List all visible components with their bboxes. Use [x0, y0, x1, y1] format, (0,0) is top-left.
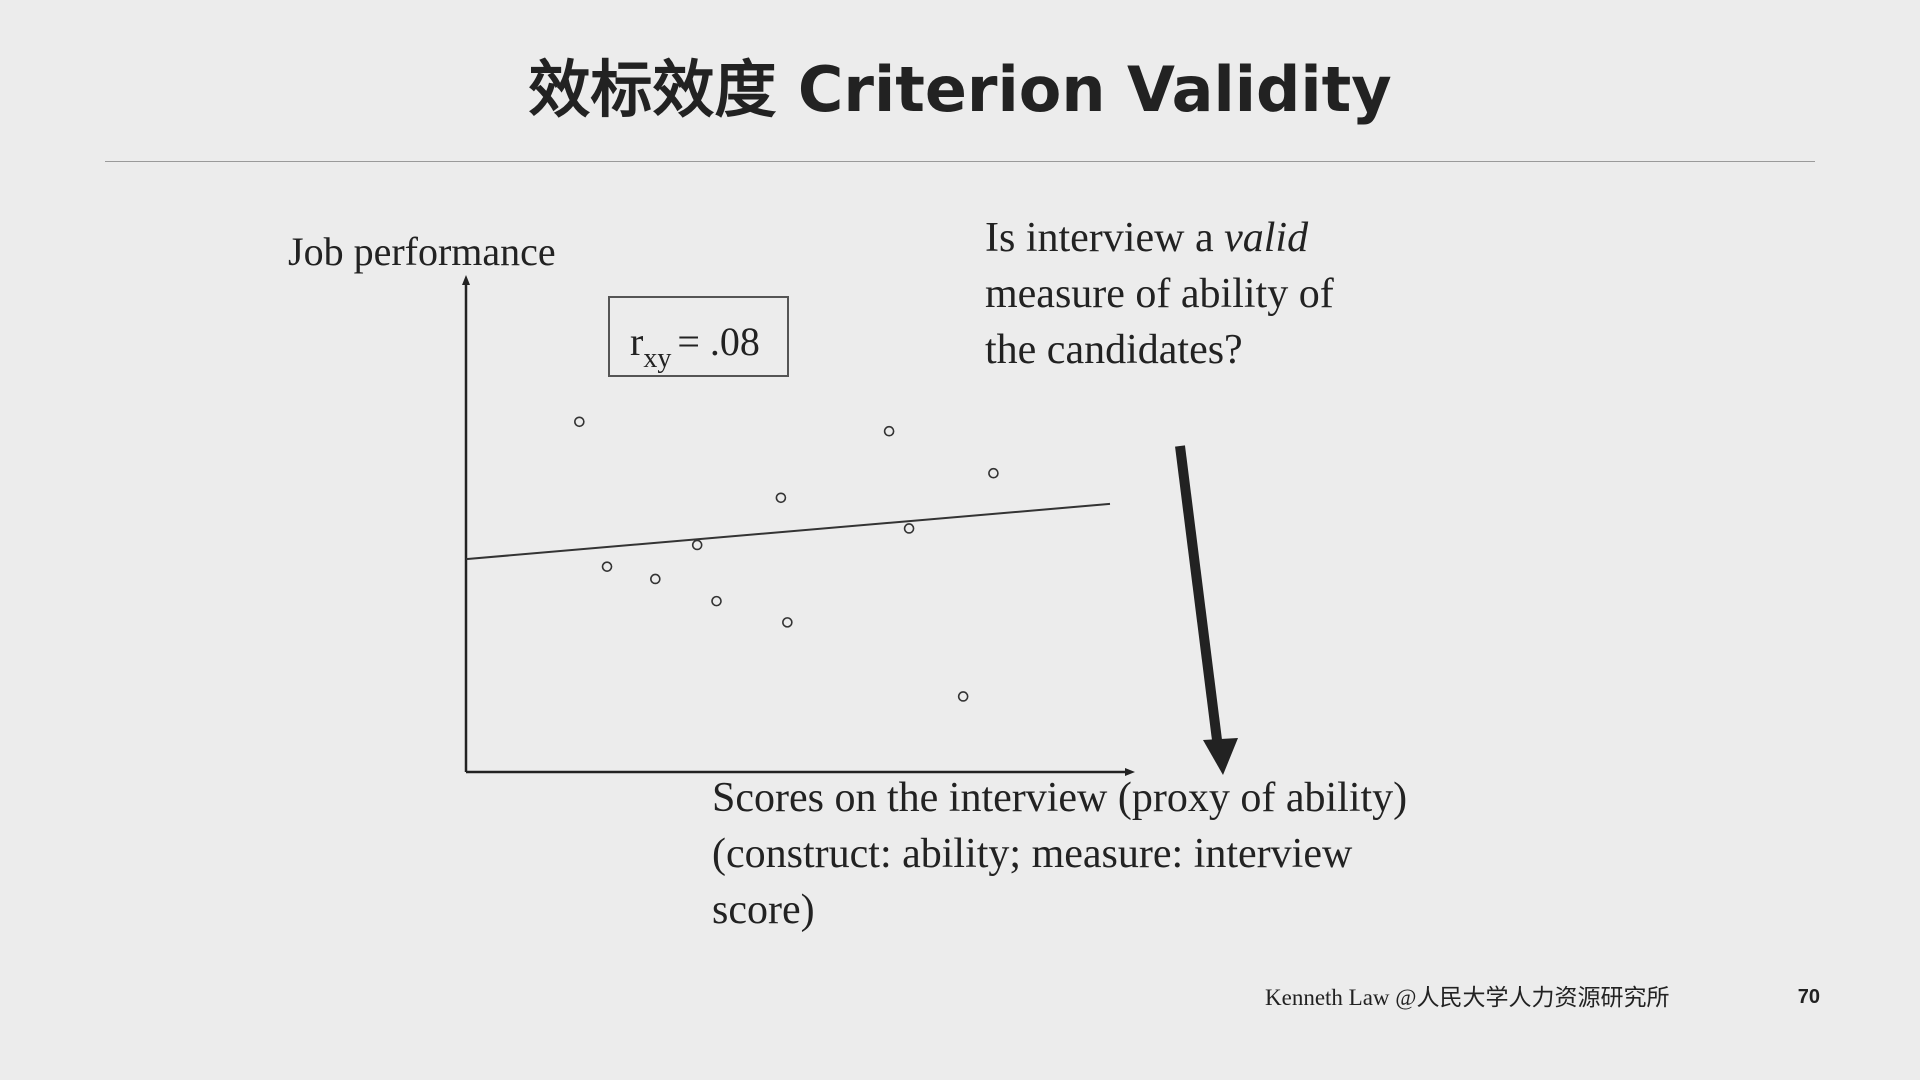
scatter-point-4 [691, 539, 703, 551]
scatter-point-7 [782, 617, 793, 628]
question-emphasis: valid [1224, 215, 1309, 261]
x-axis-caption: Scores on the interview (proxy of abilit… [712, 770, 1512, 938]
correlation-label: rxy = .08 [630, 319, 760, 374]
x-caption-line-2: (construct: ability; measure: interview [712, 831, 1353, 877]
scatter-point-10 [957, 691, 969, 702]
down-arrow-shaft [1175, 445, 1222, 741]
correlation-box-frame [608, 296, 789, 377]
question-line-2: measure of ability of [985, 271, 1334, 317]
question-line-3: the candidates? [985, 327, 1243, 373]
scatter-point-8 [883, 425, 895, 437]
footer-credit: Kenneth Law @人民大学人力资源研究所 [1265, 985, 1670, 1010]
correlation-value: = .08 [677, 319, 760, 364]
slide-title: 效标效度 Criterion Validity [528, 53, 1392, 126]
question-line-1: Is interview a valid [985, 210, 1505, 266]
scatter-point-2 [601, 561, 613, 572]
down-arrow-head [1203, 738, 1238, 775]
down-arrow-icon [1175, 445, 1238, 775]
page-number: 70 [1797, 986, 1820, 1008]
x-caption-line-3: score) [712, 887, 815, 933]
question-line-1-text: Is interview a [985, 215, 1225, 261]
question-text: Is interview a valid measure of ability … [985, 210, 1505, 378]
scatter-point-5 [711, 595, 722, 607]
scatter-point-3 [650, 573, 661, 585]
scatter-point-6 [775, 492, 787, 504]
correlation-box: rxy = .08 [608, 296, 789, 377]
correlation-symbol: r [630, 319, 643, 364]
trend-line [465, 502, 1111, 561]
x-axis-label: Scores on the interview (proxy of abilit… [712, 775, 1408, 821]
scatter-point-1 [574, 416, 585, 428]
scatter-points [574, 416, 999, 702]
scatter-point-11 [988, 467, 999, 479]
title-divider [105, 161, 1815, 162]
scatter-point-9 [903, 523, 915, 534]
correlation-subscript: xy [643, 343, 671, 374]
y-axis-label: Job performance [288, 229, 556, 274]
